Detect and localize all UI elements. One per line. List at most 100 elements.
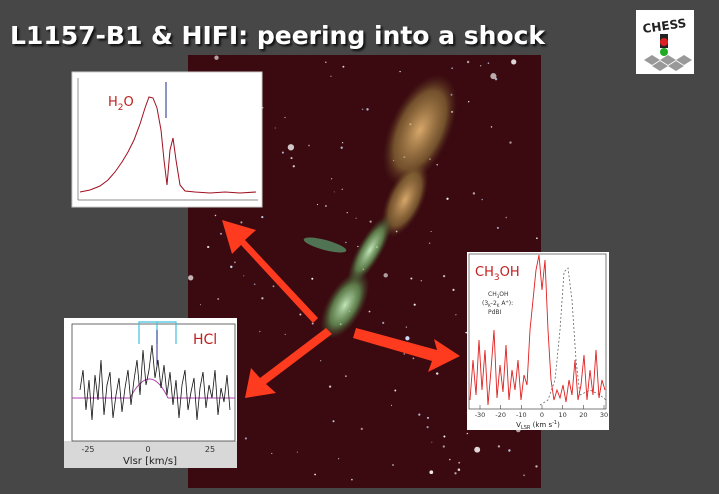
star — [355, 217, 357, 219]
star — [429, 470, 434, 475]
star — [261, 297, 264, 300]
arrow — [353, 328, 460, 372]
star — [369, 220, 372, 223]
xlabel-sub: LSR — [521, 425, 531, 431]
logo: CHESS — [636, 10, 694, 74]
star — [330, 178, 333, 180]
star — [324, 204, 327, 208]
star — [455, 314, 457, 316]
star — [287, 144, 295, 151]
x-axis-label: Vlsr [km/s] — [123, 456, 177, 467]
star — [426, 426, 429, 429]
star — [466, 432, 469, 435]
star — [511, 59, 517, 65]
star — [413, 303, 416, 306]
star — [443, 435, 446, 438]
note-part: (3 — [482, 300, 488, 307]
star — [314, 473, 316, 476]
xlabel-part: (km s — [530, 421, 552, 429]
star — [219, 232, 223, 235]
label-part: OH — [500, 265, 520, 280]
x-axis-label: VLSR (km s-1) — [516, 420, 560, 431]
star — [497, 445, 501, 448]
star — [188, 275, 194, 281]
star — [418, 413, 421, 416]
star — [281, 151, 284, 154]
x-tick-label: 0 — [540, 411, 544, 419]
axis-frame — [71, 323, 236, 442]
star — [340, 146, 343, 149]
star — [253, 283, 256, 286]
outflow-disk — [303, 237, 347, 253]
star — [233, 261, 236, 264]
star — [199, 304, 202, 306]
star — [508, 449, 511, 452]
xlabel-sup: -1 — [552, 420, 557, 426]
star — [230, 265, 233, 269]
star — [487, 62, 490, 64]
note-part: CH — [488, 291, 497, 298]
x-tick-label: -25 — [81, 445, 94, 454]
star — [391, 463, 395, 467]
star — [325, 61, 327, 64]
star — [316, 204, 319, 206]
outflow-lobe — [382, 74, 458, 186]
star — [496, 226, 499, 229]
star — [436, 163, 439, 166]
logo-text: CHESS — [642, 16, 687, 36]
outflow-lobe — [381, 162, 429, 238]
fit-curve — [72, 378, 235, 399]
star — [410, 277, 413, 280]
axis-frame — [468, 253, 607, 410]
species-label: H2O — [108, 95, 134, 113]
x-tick-label: 30 — [600, 411, 608, 419]
star — [319, 360, 322, 362]
star — [426, 416, 430, 419]
star — [399, 70, 401, 73]
star — [466, 60, 470, 64]
star — [284, 116, 286, 119]
star — [299, 313, 302, 316]
species-label: HCl — [193, 332, 217, 348]
x-tick-label: 20 — [579, 411, 587, 419]
star — [261, 216, 264, 219]
star — [428, 242, 431, 244]
star — [430, 230, 432, 233]
star — [214, 55, 219, 60]
hcl-panel: HCl -25 0 25 Vlsr [km/s] — [64, 318, 237, 468]
label-part: CH — [475, 265, 494, 280]
panel-background — [71, 71, 263, 208]
star — [468, 101, 470, 103]
star — [290, 157, 293, 160]
star — [368, 310, 371, 313]
panel-note: CH3OH — [488, 291, 508, 299]
star — [341, 142, 344, 144]
star — [259, 330, 261, 333]
xlabel-part: V — [516, 421, 521, 429]
star — [474, 446, 481, 453]
x-tick-label: 0 — [145, 445, 150, 454]
slide-title: L1157-B1 & HIFI: peering into a shock — [10, 21, 546, 50]
star — [505, 216, 508, 219]
star — [308, 144, 310, 147]
x-tick-label: -30 — [475, 411, 486, 419]
outflow-jet — [347, 214, 393, 286]
star — [328, 385, 332, 388]
star — [480, 65, 482, 67]
star — [217, 297, 220, 301]
star — [442, 274, 446, 278]
label-sub: 2 — [118, 103, 124, 113]
star — [345, 241, 347, 244]
star — [243, 275, 245, 277]
star — [360, 427, 363, 431]
star — [405, 326, 408, 328]
logo-icon — [644, 55, 692, 71]
x-tick-label: -10 — [516, 411, 527, 419]
star — [481, 198, 483, 201]
star — [523, 474, 525, 477]
star — [403, 352, 406, 355]
star — [472, 192, 476, 195]
star — [284, 333, 286, 335]
x-tick-label: 25 — [205, 445, 215, 454]
